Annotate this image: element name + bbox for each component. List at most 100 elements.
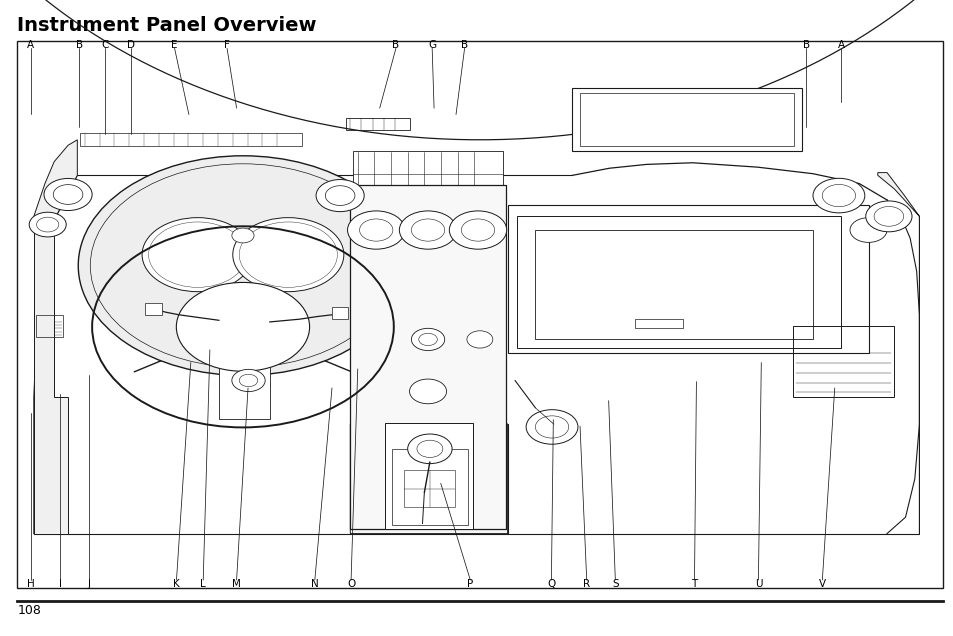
Bar [176, 290, 185, 296]
Text: I: I [58, 579, 62, 589]
Text: M: M [232, 579, 241, 589]
Text: E: E [172, 39, 177, 50]
Bar [357, 346, 370, 359]
Text: A: A [27, 39, 34, 50]
Bar [474, 346, 486, 359]
Circle shape [232, 370, 265, 392]
Text: S: S [612, 579, 618, 589]
Text: U: U [754, 579, 761, 589]
Circle shape [411, 328, 444, 350]
Text: L: L [200, 579, 206, 589]
Bar [357, 252, 415, 277]
Circle shape [30, 212, 66, 237]
Circle shape [812, 178, 864, 213]
Text: T: T [691, 579, 697, 589]
Bar [353, 294, 502, 330]
Circle shape [466, 331, 493, 348]
Text: G: G [428, 39, 436, 50]
Bar [385, 422, 473, 529]
Bar [391, 366, 402, 379]
Bar [353, 363, 502, 382]
Bar [198, 290, 207, 296]
Bar [572, 88, 801, 151]
Bar [230, 273, 290, 284]
Bar [432, 278, 496, 285]
Text: N: N [311, 579, 318, 589]
Circle shape [325, 186, 355, 205]
Circle shape [409, 379, 446, 404]
Bar [357, 386, 497, 422]
Bar [442, 194, 463, 206]
Text: B: B [75, 39, 83, 50]
Text: B: B [801, 39, 809, 50]
Bar [374, 346, 386, 359]
Circle shape [78, 156, 407, 375]
Bar [357, 366, 370, 379]
Bar [362, 194, 397, 206]
Bar [468, 194, 496, 206]
Circle shape [525, 410, 578, 444]
Text: C: C [101, 39, 109, 50]
Polygon shape [877, 172, 919, 534]
Circle shape [399, 211, 456, 249]
Circle shape [347, 211, 404, 249]
Bar [353, 191, 502, 208]
Bar [448, 265, 460, 273]
Circle shape [411, 219, 444, 241]
Circle shape [239, 222, 337, 287]
Polygon shape [350, 370, 507, 534]
Circle shape [407, 434, 452, 464]
Bar [353, 342, 502, 361]
Bar [424, 346, 436, 359]
Text: B: B [392, 39, 399, 50]
Circle shape [232, 228, 253, 243]
Text: O: O [347, 579, 355, 589]
Bar [424, 366, 436, 379]
Bar [464, 265, 476, 273]
Bar [407, 366, 419, 379]
Bar [432, 265, 443, 273]
Text: H: H [27, 579, 34, 589]
Bar [353, 248, 502, 293]
Text: 108: 108 [17, 604, 41, 617]
Text: V: V [818, 579, 825, 589]
Circle shape [461, 219, 495, 241]
Bar [391, 346, 402, 359]
Circle shape [849, 218, 886, 242]
Bar [579, 93, 794, 146]
Bar [792, 326, 894, 397]
Bar [440, 366, 453, 379]
Text: Q: Q [547, 579, 555, 589]
Bar [145, 303, 161, 315]
Bar [440, 346, 453, 359]
Circle shape [416, 440, 442, 457]
Bar [535, 230, 812, 340]
Bar [353, 151, 502, 189]
Text: A: A [837, 39, 844, 50]
Bar [392, 449, 467, 525]
Circle shape [821, 184, 855, 207]
Bar [457, 346, 469, 359]
Bar [187, 290, 195, 296]
Text: F: F [224, 39, 230, 50]
Text: J: J [87, 579, 91, 589]
Text: R: R [582, 579, 590, 589]
Circle shape [418, 333, 436, 345]
Text: P: P [467, 579, 473, 589]
Bar [353, 383, 502, 424]
Text: D: D [127, 39, 134, 50]
Polygon shape [33, 140, 77, 216]
Circle shape [36, 217, 59, 232]
Circle shape [359, 219, 393, 241]
Bar [357, 282, 495, 290]
Circle shape [149, 222, 247, 287]
Bar [374, 366, 386, 379]
Circle shape [53, 184, 83, 204]
Bar [350, 184, 505, 529]
Circle shape [176, 282, 310, 371]
Bar [332, 307, 348, 319]
Text: K: K [172, 579, 180, 589]
Bar [218, 304, 270, 418]
Bar [407, 346, 419, 359]
Bar [507, 205, 867, 353]
